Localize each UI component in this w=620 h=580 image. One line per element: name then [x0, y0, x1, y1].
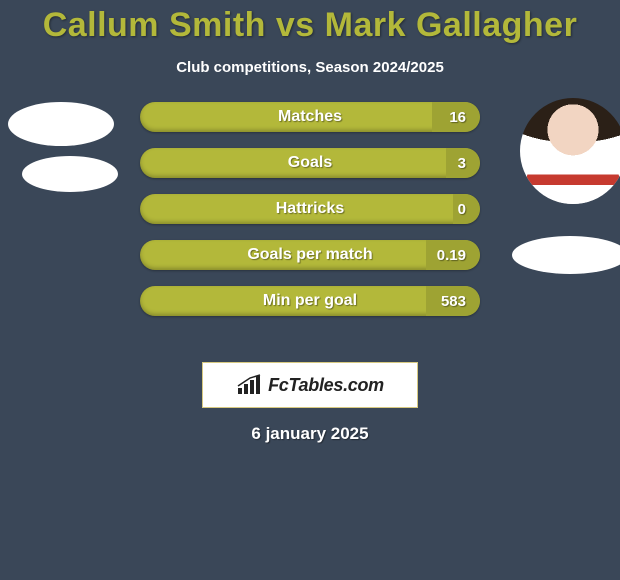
stats-stage: Matches 16 Goals 3 Hattricks 0 Goals per… — [0, 102, 620, 342]
stat-value-right: 16 — [449, 102, 466, 132]
player1-avatar-placeholder-2 — [22, 156, 118, 192]
stat-label: Goals per match — [140, 240, 480, 270]
stat-label: Goals — [140, 148, 480, 178]
stat-value-right: 3 — [458, 148, 466, 178]
stat-label: Min per goal — [140, 286, 480, 316]
bar-chart-icon — [236, 374, 262, 396]
stat-value-right: 0 — [458, 194, 466, 224]
brand-text: FcTables.com — [268, 375, 384, 396]
stat-label: Hattricks — [140, 194, 480, 224]
page-title: Callum Smith vs Mark Gallagher — [0, 6, 620, 45]
stat-bars: Matches 16 Goals 3 Hattricks 0 Goals per… — [140, 102, 480, 332]
stat-bar-hattricks: Hattricks 0 — [140, 194, 480, 224]
stat-bar-matches: Matches 16 — [140, 102, 480, 132]
stat-bar-goals-per-match: Goals per match 0.19 — [140, 240, 480, 270]
stat-value-right: 0.19 — [437, 240, 466, 270]
stat-bar-min-per-goal: Min per goal 583 — [140, 286, 480, 316]
brand-badge[interactable]: FcTables.com — [202, 362, 418, 408]
player2-avatar-placeholder-2 — [512, 236, 620, 274]
player2-avatar — [520, 98, 620, 204]
stat-value-right: 583 — [441, 286, 466, 316]
date-text: 6 january 2025 — [0, 424, 620, 444]
stat-bar-goals: Goals 3 — [140, 148, 480, 178]
player1-avatar-placeholder-1 — [8, 102, 114, 146]
stat-label: Matches — [140, 102, 480, 132]
subtitle: Club competitions, Season 2024/2025 — [0, 59, 620, 76]
comparison-card: Callum Smith vs Mark Gallagher Club comp… — [0, 0, 620, 444]
